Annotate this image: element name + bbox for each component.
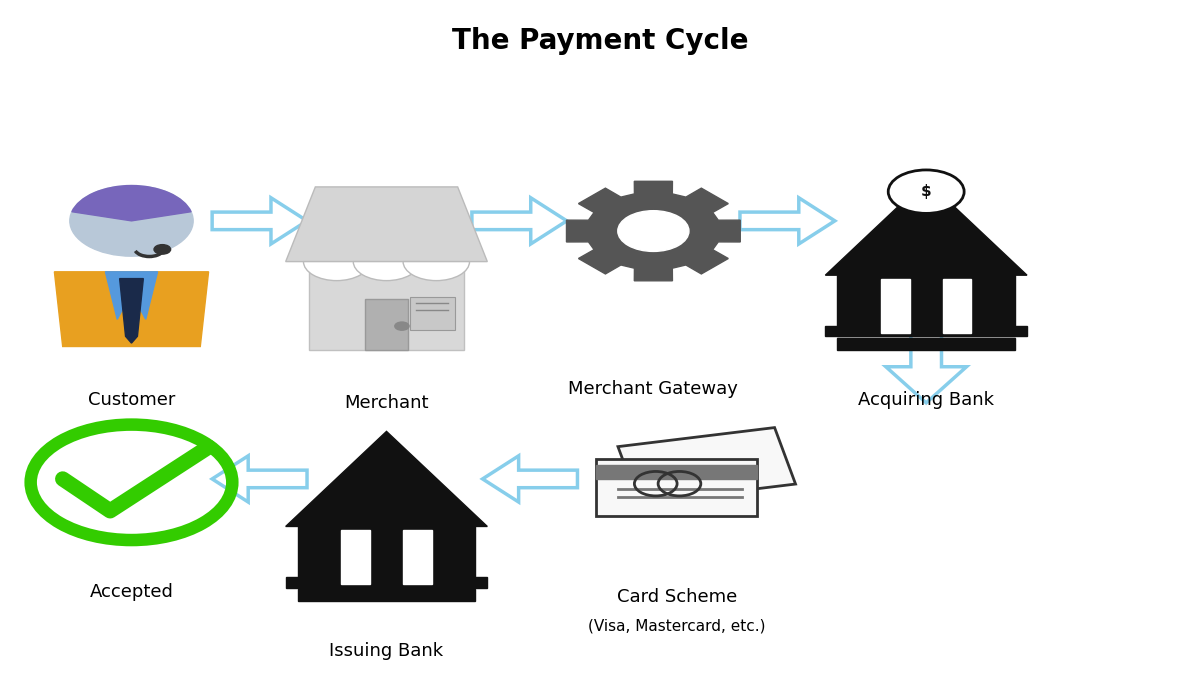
Text: Merchant: Merchant [344,394,428,412]
Bar [310,262,463,350]
Bar [286,577,487,588]
Polygon shape [472,198,566,244]
Polygon shape [54,272,209,346]
Polygon shape [886,308,966,403]
Wedge shape [403,262,469,281]
Polygon shape [286,187,487,262]
Polygon shape [740,198,835,244]
Polygon shape [566,182,740,281]
Polygon shape [212,198,307,244]
Bar [838,337,1015,350]
Polygon shape [618,428,796,503]
Bar [838,275,1015,336]
Circle shape [154,245,170,254]
Text: Card Scheme: Card Scheme [617,588,737,606]
Bar [342,530,370,584]
Text: Accepted: Accepted [90,583,174,601]
Circle shape [395,322,409,330]
Text: $: $ [920,184,931,199]
Bar [596,459,756,516]
Wedge shape [353,262,420,281]
Polygon shape [826,180,1027,275]
Wedge shape [304,262,370,281]
Circle shape [70,186,193,256]
Text: Customer: Customer [88,391,175,409]
Polygon shape [120,279,143,343]
Bar [596,465,756,479]
Bar [410,297,455,330]
Circle shape [618,211,689,252]
Polygon shape [482,456,577,502]
Text: Merchant Gateway: Merchant Gateway [569,380,738,398]
Bar [298,527,475,588]
Bar [365,299,408,350]
Bar [826,326,1027,336]
Polygon shape [212,456,307,502]
Circle shape [888,170,964,213]
Bar [403,530,432,584]
Bar [298,589,475,601]
Polygon shape [286,431,487,527]
Polygon shape [106,272,157,319]
Bar [881,279,910,333]
Bar [943,279,971,333]
Text: The Payment Cycle: The Payment Cycle [451,27,749,55]
Text: Issuing Bank: Issuing Bank [330,642,444,660]
Text: (Visa, Mastercard, etc.): (Visa, Mastercard, etc.) [588,618,766,633]
Text: Acquiring Bank: Acquiring Bank [858,391,994,409]
Wedge shape [72,186,191,221]
